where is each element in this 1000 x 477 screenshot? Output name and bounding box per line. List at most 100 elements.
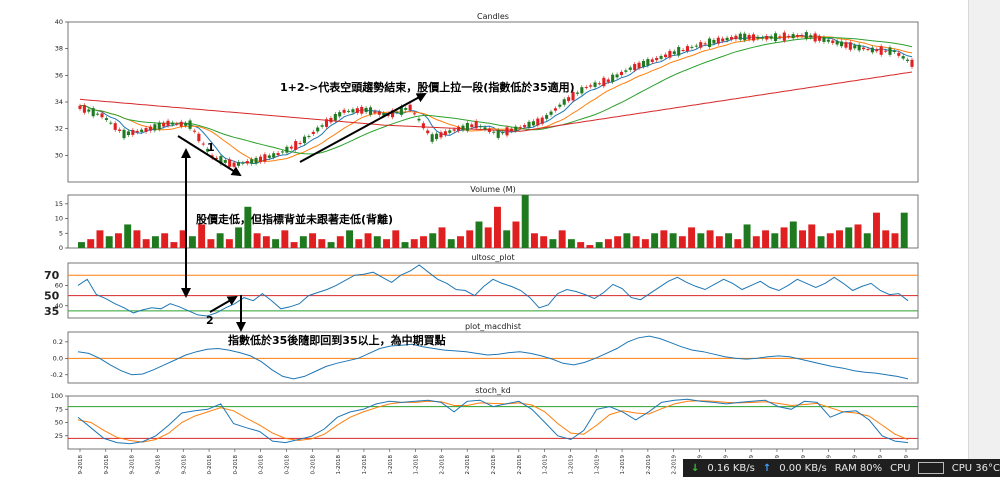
candle-body <box>197 133 201 142</box>
x-tick-label: 2-2019 <box>646 455 652 475</box>
panel-frame <box>67 262 919 319</box>
x-tick-label: 0-2018 <box>207 455 213 475</box>
volume-bar <box>457 236 464 248</box>
y-tick-label: 60 <box>55 281 63 289</box>
panel-frame <box>67 395 919 450</box>
candle-body <box>307 136 311 138</box>
candle-body <box>567 97 571 101</box>
candle-body <box>584 87 588 89</box>
candle-body <box>703 43 707 45</box>
volume-bar <box>651 233 659 248</box>
volume-bar <box>78 242 85 248</box>
candle-body <box>135 130 139 133</box>
volume-bar <box>318 239 326 248</box>
y-tick-label: 10 <box>55 215 63 223</box>
candle-body <box>606 79 610 82</box>
candle-body <box>826 39 830 42</box>
candle-body <box>457 126 461 132</box>
candle-body <box>611 74 615 82</box>
candle-body <box>804 32 808 39</box>
volume-bar <box>373 236 381 248</box>
stock-indicator-figure: Candles Volume (M) ultosc_plot plot_macdhis… <box>44 12 919 475</box>
candle-body <box>223 160 227 163</box>
candle-body <box>580 87 584 94</box>
y-tick-label: 40 <box>55 302 63 310</box>
y-tick-label: 25 <box>55 432 63 440</box>
volume-bar <box>207 239 215 248</box>
x-tick-label: 0-2018 <box>233 455 239 475</box>
candle-body <box>760 37 764 39</box>
upload-speed: 0.00 KB/s <box>779 462 827 474</box>
volume-bar <box>882 230 890 248</box>
volume-bar <box>235 227 243 248</box>
x-tick-label: 1-2019 <box>594 455 600 475</box>
candle-body <box>796 35 800 37</box>
window-scrollbar[interactable] <box>968 0 1000 477</box>
candle-body <box>818 36 822 41</box>
candle-body <box>404 108 408 110</box>
candle-body <box>285 146 289 153</box>
candle-body <box>514 126 518 131</box>
panel-frame <box>67 331 919 384</box>
candle-body <box>483 127 487 130</box>
candle-body <box>302 136 307 144</box>
x-tick-label: 0-2018 <box>310 455 316 475</box>
volume-bar <box>198 224 206 248</box>
volume-bar <box>530 233 538 248</box>
candle-body <box>831 40 835 43</box>
candle-body <box>765 35 769 40</box>
volume-bar <box>632 236 640 248</box>
cpu-temperature: CPU 36°C <box>951 462 1000 474</box>
volume-bar <box>900 212 908 248</box>
candle-body <box>399 106 403 115</box>
candle-body <box>571 91 575 101</box>
ultosc-line <box>77 264 909 317</box>
volume-bar <box>244 206 252 248</box>
candle-body <box>668 50 672 58</box>
volume-bar <box>401 242 409 248</box>
candle-body <box>377 111 381 115</box>
candle-body <box>800 35 804 37</box>
candle-body <box>624 70 628 72</box>
volume-bar <box>392 230 400 248</box>
volume-bar <box>188 236 196 248</box>
candle-body <box>122 129 126 139</box>
candle-body <box>232 162 236 167</box>
x-tick-label: 1-2018 <box>336 455 342 475</box>
x-tick-label: 2-2019 <box>672 455 678 475</box>
x-tick-label: 0-2018 <box>259 455 265 475</box>
candle-body <box>769 36 773 39</box>
volume-bar <box>151 236 159 248</box>
candle-body <box>501 132 505 134</box>
candle-body <box>813 33 817 42</box>
annotation-buy-point: 指數低於35後隨即回到35以上，為中期買點 <box>228 333 446 347</box>
candle-body <box>470 124 474 128</box>
candle-body <box>655 57 659 61</box>
candle-body <box>641 60 646 67</box>
volume-bar <box>327 242 335 248</box>
candle-body <box>619 71 624 76</box>
x-tick-label: 1-2019 <box>568 455 574 475</box>
arrow-up-icon: ↑ <box>762 462 772 474</box>
candle-body <box>659 56 663 59</box>
annotation-trend-end: 1+2->代表空頭趨勢結束，股價上拉一段(指數低於35適用) <box>280 80 575 94</box>
volume-bar <box>540 236 548 248</box>
candle-body <box>236 161 241 166</box>
macdhist-line <box>77 335 909 380</box>
candle-body <box>140 129 144 132</box>
candle-body <box>201 143 205 145</box>
candle-body <box>527 121 531 128</box>
cpu-graph <box>918 462 944 474</box>
candle-body <box>113 123 117 130</box>
candle-body <box>690 46 694 48</box>
candle-body <box>677 47 681 56</box>
volume-bar <box>494 206 501 248</box>
candle-body <box>531 121 535 126</box>
candle-body <box>153 124 157 131</box>
cpu-label: CPU <box>890 462 911 474</box>
candle-body <box>699 42 703 48</box>
candle-body <box>553 108 557 111</box>
candle-body <box>413 113 417 115</box>
candle-body <box>250 159 254 164</box>
candle-body <box>870 47 874 53</box>
